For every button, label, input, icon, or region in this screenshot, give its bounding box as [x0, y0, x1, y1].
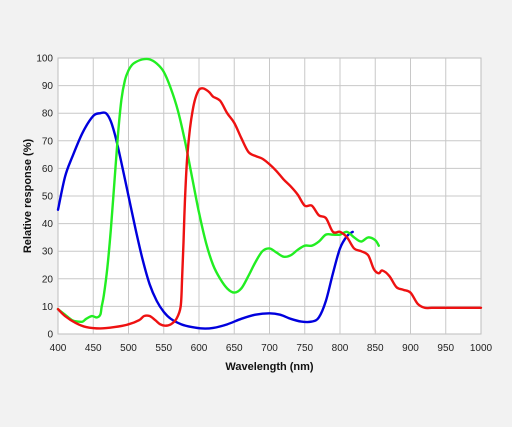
y-tick-label: 60 [42, 164, 54, 175]
y-tick-label: 20 [42, 274, 54, 285]
x-tick-label: 700 [261, 343, 278, 354]
y-tick-label: 80 [42, 109, 54, 120]
y-axis-title: Relative response (%) [22, 139, 34, 254]
series-layer [56, 57, 483, 330]
y-tick-label: 50 [42, 192, 54, 203]
x-tick-label: 650 [226, 343, 243, 354]
x-tick-label: 450 [85, 343, 102, 354]
red-series-line [56, 87, 483, 330]
blue-series-line [56, 111, 354, 330]
x-tick-label: 400 [50, 343, 67, 354]
y-tick-label: 30 [42, 247, 54, 258]
x-tick-label: 750 [296, 343, 313, 354]
y-tick-label: 70 [42, 136, 54, 147]
x-tick-label: 600 [191, 343, 208, 354]
plot-area [56, 57, 483, 335]
y-axis-ticks: 0 10 20 30 40 50 60 70 80 90 100 [36, 54, 53, 341]
grid-lines [58, 58, 481, 334]
x-tick-label: 500 [120, 343, 137, 354]
green-series-line [56, 57, 380, 324]
x-tick-label: 950 [437, 343, 454, 354]
x-tick-label: 800 [332, 343, 349, 354]
y-tick-label: 0 [47, 330, 53, 341]
x-tick-label: 550 [155, 343, 172, 354]
x-tick-label: 850 [367, 343, 384, 354]
y-tick-label: 40 [42, 219, 54, 230]
x-tick-label: 1000 [470, 343, 493, 354]
y-tick-label: 10 [42, 302, 54, 313]
y-tick-label: 90 [42, 81, 54, 92]
x-axis-title: Wavelength (nm) [225, 361, 314, 373]
y-tick-label: 100 [36, 54, 53, 65]
x-axis-ticks: 400 450 500 550 600 650 700 750 800 850 900 950 1000 [50, 343, 493, 354]
x-tick-label: 900 [402, 343, 419, 354]
